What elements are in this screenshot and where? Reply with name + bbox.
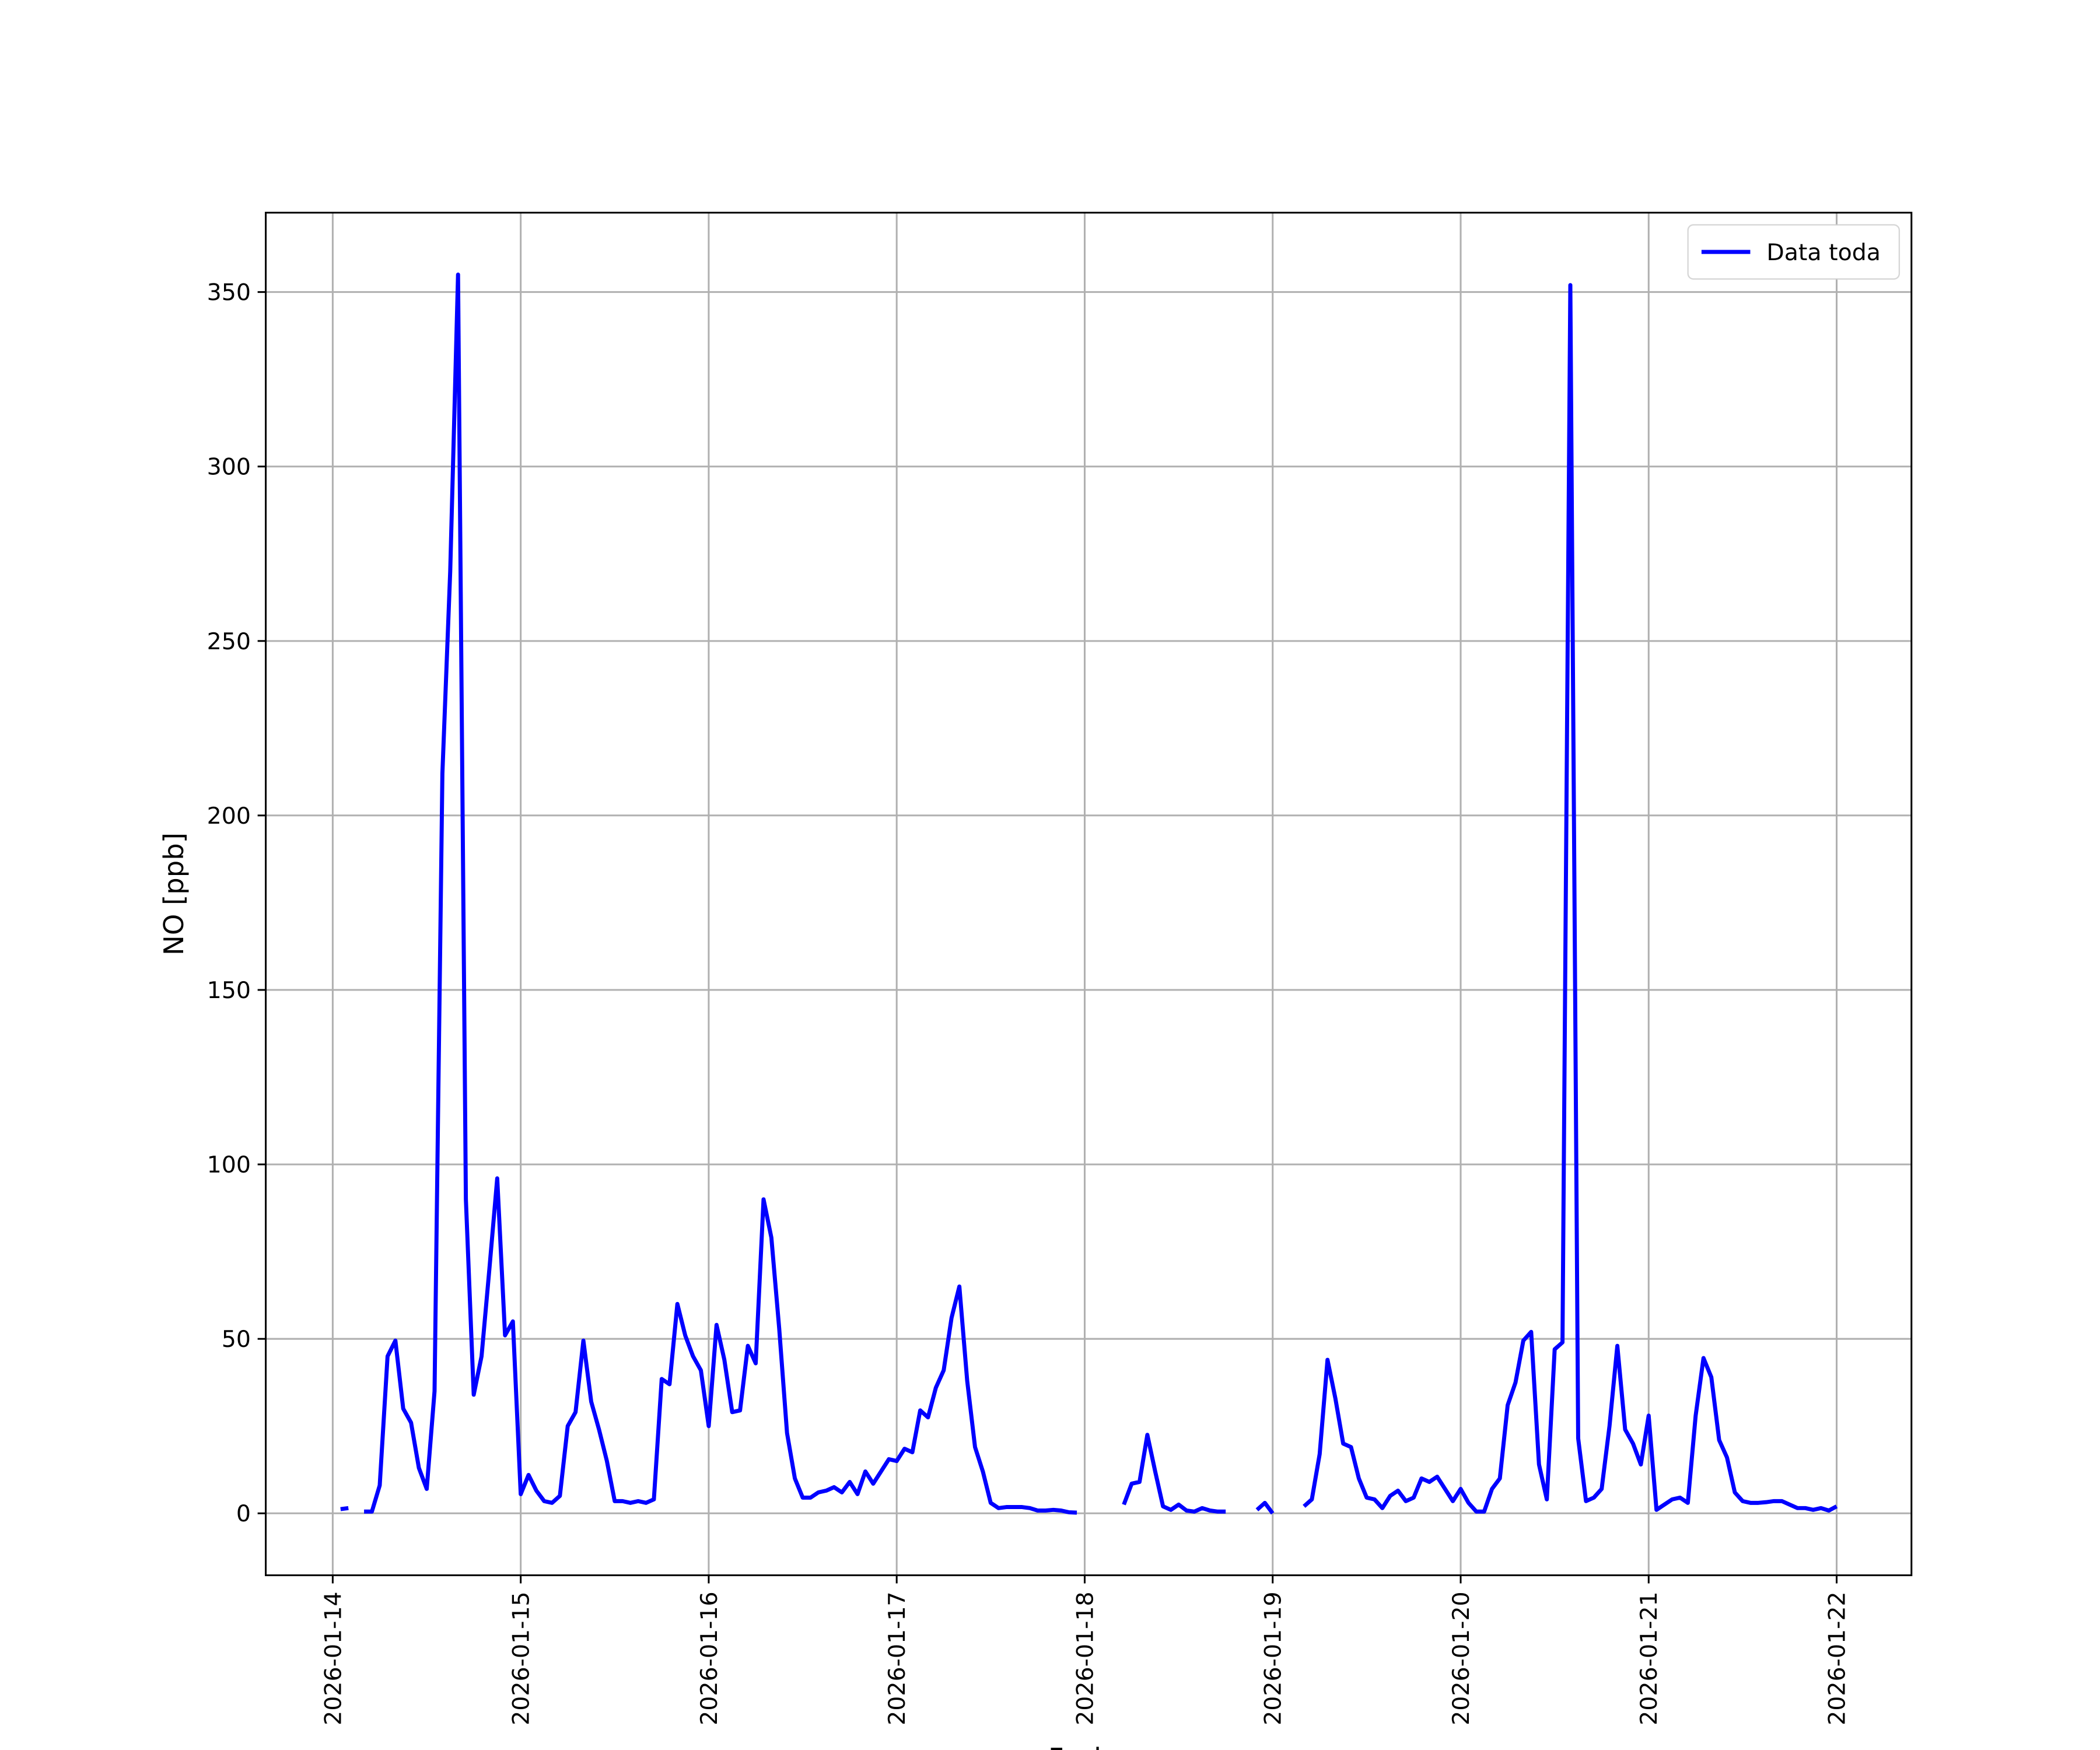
data-line xyxy=(340,272,1838,1515)
y-tick-label: 250 xyxy=(207,628,251,655)
x-tick-label: 2026-01-21 xyxy=(1636,1591,1662,1725)
y-tick-label: 200 xyxy=(207,803,251,830)
y-axis-label: NO [ppb] xyxy=(158,832,190,956)
y-tick-label: 350 xyxy=(207,279,251,306)
x-tick-label: 2026-01-18 xyxy=(1072,1591,1098,1725)
y-tick-label: 300 xyxy=(207,454,251,481)
y-tick-label: 100 xyxy=(207,1152,251,1178)
x-tick-label: 2026-01-16 xyxy=(696,1591,723,1725)
x-tick-label: 2026-01-17 xyxy=(884,1591,911,1725)
legend-label: Data toda xyxy=(1766,239,1881,266)
plot-frame xyxy=(265,212,1913,1576)
x-tick-label: 2026-01-19 xyxy=(1260,1591,1287,1725)
legend-box xyxy=(1687,224,1901,280)
y-tick-label: 50 xyxy=(222,1326,251,1353)
x-tick-label: 2026-01-20 xyxy=(1448,1591,1475,1725)
x-tick-label: 2026-01-14 xyxy=(320,1591,346,1725)
x-axis-label: Fecha xyxy=(1048,1742,1128,1750)
y-tick-label: 150 xyxy=(207,977,251,1004)
x-tick-label: 2026-01-22 xyxy=(1824,1591,1850,1725)
y-tick-label: 0 xyxy=(236,1500,251,1527)
x-tick-label: 2026-01-15 xyxy=(508,1591,535,1725)
